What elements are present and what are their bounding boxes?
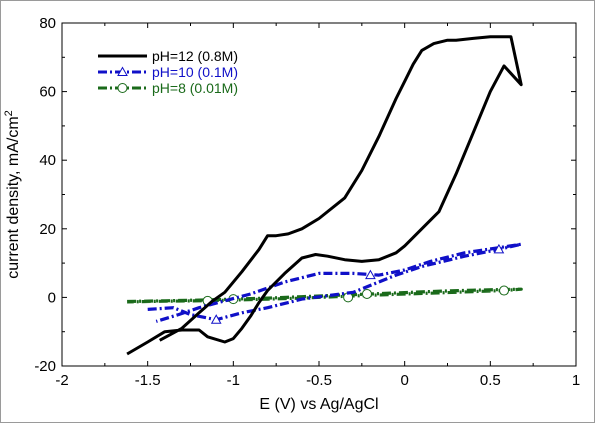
x-tick-label: -1 [227,372,240,389]
y-axis-label-superscript: 2 [3,110,15,116]
series-1-marker [365,269,376,280]
series-2-marker [361,288,372,299]
legend-label-1: pH=10 (0.1M) [152,64,238,80]
legend-label-2: pH=8 (0.01M) [152,80,238,96]
legend-marker-2 [117,83,128,93]
y-tick-label: 80 [39,15,56,32]
legend-label-0: pH=12 (0.8M) [152,48,238,64]
series-1-marker [210,314,222,324]
series-line-0 [126,35,523,356]
x-tick-label: -1.5 [135,372,161,389]
series-2-marker [499,285,510,296]
y-tick-label: 0 [48,289,56,306]
series-layer [126,35,523,356]
y-axis-label-text: current density, mA/cm [5,116,22,278]
y-tick-label: -20 [34,358,56,375]
series-line-2 [127,287,523,304]
series-1-marker [493,243,505,254]
x-axis-label: E (V) vs Ag/AgCl [259,396,378,413]
y-tick-label: 20 [39,221,56,238]
legend-marker-1 [117,66,128,76]
ticks-layer: -2 -1.5 -1 -0.5 0 0.5 1 -20 0 20 40 60 80 [34,15,580,389]
y-tick-label: 60 [39,84,56,101]
legend: pH=12 (0.8M)pH=10 (0.1M)pH=8 (0.01M) [98,48,238,96]
x-tick-label: 0.5 [480,372,501,389]
x-tick-label: 0 [400,372,408,389]
x-tick-label: -2 [55,372,68,389]
x-tick-label: -0.5 [306,372,332,389]
y-axis-label: current density, mA/cm2 [3,110,22,279]
x-tick-label: 1 [572,372,580,389]
y-tick-label: 40 [39,152,56,169]
